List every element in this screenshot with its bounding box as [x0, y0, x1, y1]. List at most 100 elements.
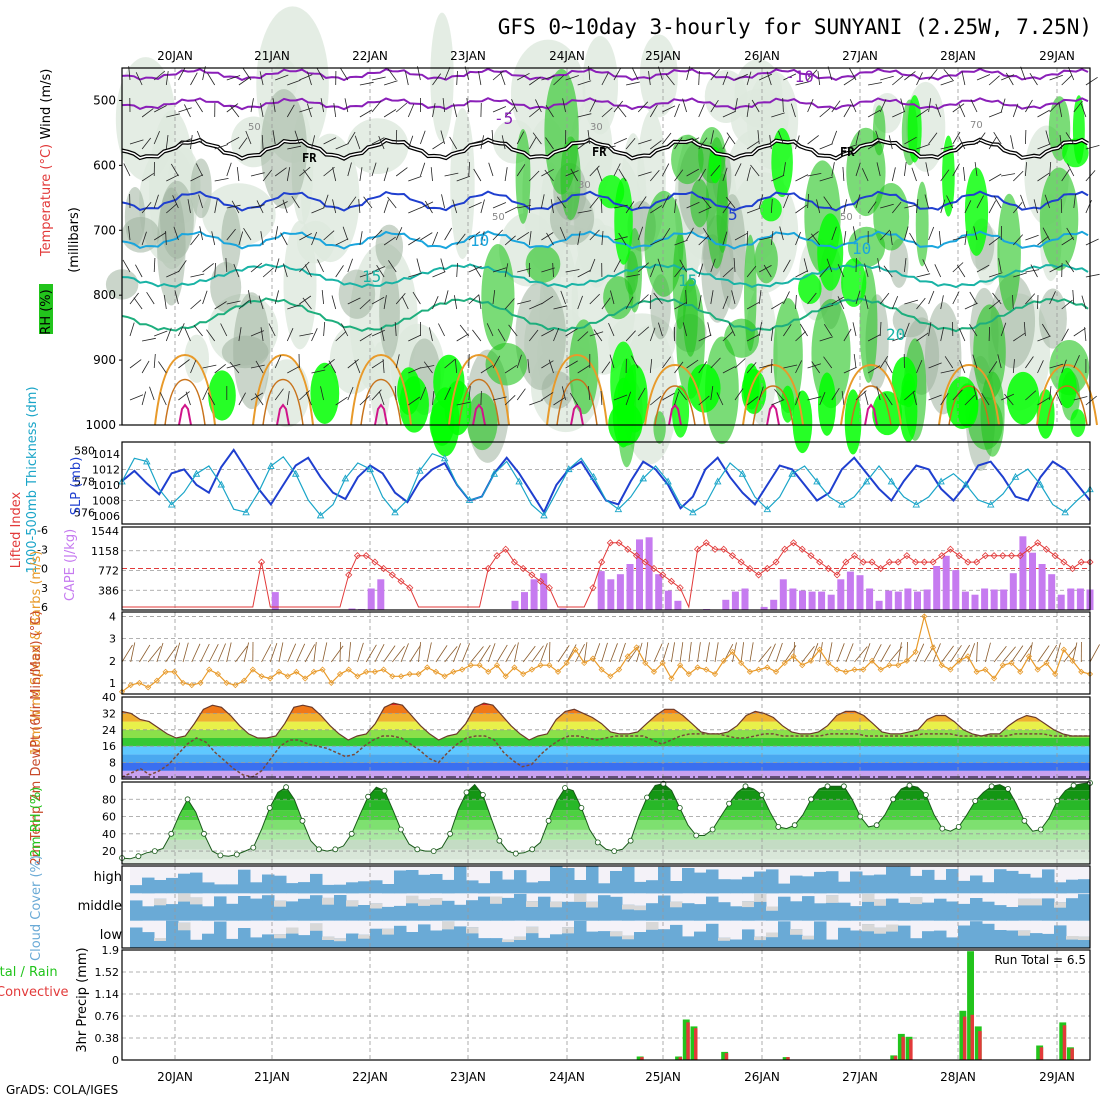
- wind-barb: [388, 260, 397, 273]
- wind-barb: [1037, 143, 1051, 150]
- cloud-cell: [1054, 882, 1067, 894]
- wind-barb: [1046, 644, 1058, 663]
- cloud-cell: [202, 906, 215, 921]
- wind-barb: [190, 273, 205, 278]
- cloud-cell: [502, 897, 515, 921]
- cape-bar: [511, 600, 519, 610]
- wind-barb: [631, 67, 639, 81]
- cloud-cell: [862, 875, 875, 894]
- wind-barb: [286, 328, 294, 342]
- date-label-top: 27JAN: [842, 49, 878, 63]
- cloud-cell: [442, 879, 455, 894]
- wind-speed-marker: [371, 668, 378, 675]
- wind-barb: [1019, 645, 1032, 663]
- wind-barb: [444, 358, 456, 369]
- cloud-cell: [778, 883, 791, 894]
- wind-barb: [321, 290, 324, 305]
- cloud-cell: [526, 901, 539, 907]
- wind-barb: [387, 196, 397, 209]
- wind-speed-marker: [328, 679, 335, 686]
- lifted-index-marker: [772, 558, 780, 566]
- cloud-cell: [934, 879, 947, 894]
- wind-speed-marker: [424, 664, 431, 671]
- wind-barb: [430, 167, 433, 182]
- wind-barb: [190, 233, 200, 246]
- li-axis-label: Lifted Index: [9, 491, 24, 568]
- wind-barb: [226, 103, 239, 113]
- wind-barb: [746, 301, 760, 310]
- wind-speed-marker: [816, 646, 823, 653]
- wind-speed-marker: [554, 668, 562, 675]
- cloud-cell: [838, 927, 851, 948]
- wind-barb: [843, 231, 847, 246]
- cloud-cell: [478, 938, 491, 948]
- wind-barb: [333, 103, 337, 118]
- cloud-cell: [886, 898, 899, 921]
- cloud-cell: [154, 898, 167, 906]
- wind-speed-marker: [441, 673, 448, 680]
- wind-barb: [589, 99, 597, 113]
- wind-barb: [916, 297, 926, 310]
- isotherm-minus5: [121, 97, 1089, 111]
- wind-barb: [354, 359, 361, 374]
- wind-barb: [956, 264, 966, 278]
- wind-barb: [1037, 236, 1049, 246]
- wind-barb: [601, 642, 608, 663]
- pressure-tick: 900: [93, 353, 116, 367]
- rh-contour-label: 50: [840, 212, 853, 223]
- wind-barb: [1037, 172, 1050, 182]
- cape-bar: [760, 606, 768, 610]
- wind-barb: [268, 323, 276, 337]
- wind-barb: [1012, 359, 1015, 374]
- wind-barb: [916, 72, 923, 86]
- wind-barb: [932, 643, 941, 663]
- wind-barb: [928, 226, 935, 241]
- wind-barb: [371, 162, 377, 177]
- wind-barb: [810, 233, 821, 246]
- wind-barb: [359, 109, 373, 118]
- wind-barb: [1037, 335, 1051, 342]
- wind-barb: [877, 258, 881, 273]
- wind-barb: [674, 301, 687, 310]
- wind-barb: [740, 642, 744, 663]
- wind-barb: [383, 645, 396, 663]
- cloud-cell: [178, 893, 191, 902]
- wind-barb: [129, 139, 144, 145]
- wind-barb: [225, 257, 228, 273]
- wind-barb: [1085, 76, 1098, 86]
- wind-barb: [686, 227, 694, 241]
- cloud-cell: [922, 931, 935, 948]
- wind-barb: [255, 360, 264, 374]
- wind-speed-marker: [485, 668, 492, 675]
- wind-barb: [304, 264, 312, 278]
- wind-barb: [294, 130, 300, 145]
- wind-barb: [511, 99, 518, 113]
- cloud-tick: middle: [78, 899, 122, 914]
- wind-barb: [199, 226, 203, 241]
- wind-barb: [952, 236, 967, 241]
- wind-barb: [1084, 327, 1087, 342]
- wind-barb: [883, 265, 893, 278]
- wind-barb: [435, 645, 448, 663]
- wind-barb: [1004, 393, 1014, 406]
- wind-barb: [679, 259, 687, 273]
- wind-barb: [618, 232, 627, 246]
- cloud-cell: [250, 882, 263, 894]
- lifted-index-marker: [1051, 552, 1059, 560]
- wind-barb: [705, 642, 710, 663]
- wind-barb: [174, 290, 179, 305]
- rh-band: [122, 839, 1090, 850]
- precip-total-bar: [682, 1019, 690, 1060]
- wind-barb: [988, 200, 997, 214]
- precip-total-bar: [905, 1036, 913, 1060]
- cloud-cell: [514, 870, 527, 894]
- wind-barb: [141, 391, 147, 406]
- wind-barb: [795, 231, 801, 246]
- cloud-cell: [1054, 902, 1067, 908]
- temp-band: [122, 729, 1090, 738]
- rh-blob: [190, 158, 212, 219]
- cloud-cell: [670, 881, 683, 894]
- thickness-marker: [440, 454, 449, 462]
- rh-marker: [890, 796, 896, 803]
- wind-barb: [528, 329, 539, 342]
